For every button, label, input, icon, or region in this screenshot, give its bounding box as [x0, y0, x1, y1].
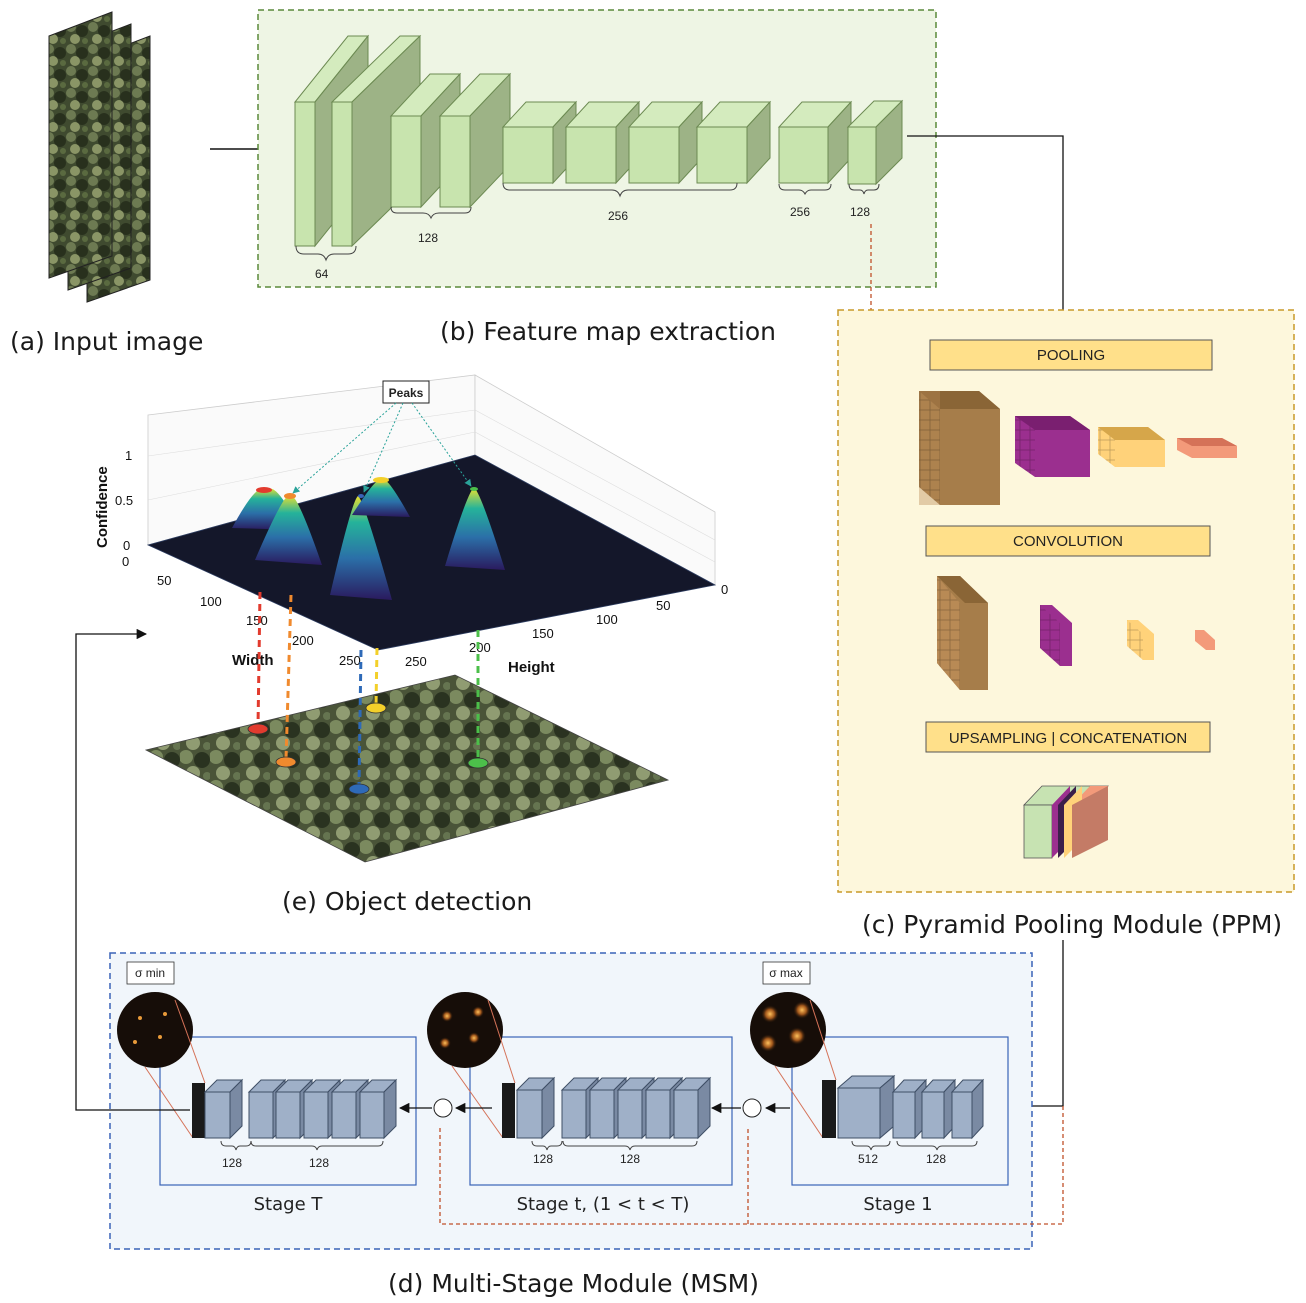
sigma-min-label: σ min	[135, 966, 165, 980]
ppm-concat-volume	[1023, 785, 1109, 859]
ppm-upsampling-bar	[925, 721, 1211, 753]
input-image-stack	[48, 11, 151, 303]
stage-1-dim-b: 128	[926, 1152, 946, 1166]
peak-5	[445, 488, 505, 570]
conv-block-256e	[777, 100, 853, 185]
ppm-convolution-bar	[925, 525, 1211, 557]
detection-plot: Peaks 1 0.5 0 Confidence 0 50 100 150 20…	[94, 374, 728, 676]
stage-t-dim-b: 128	[620, 1152, 640, 1166]
conv-block-256d	[695, 100, 772, 185]
stage-1-label: Stage 1	[863, 1194, 932, 1215]
height-tick-250: 250	[405, 654, 427, 669]
backbone-label-128b: 128	[850, 205, 870, 219]
width-tick-250: 250	[339, 653, 361, 668]
detection-marker-red	[247, 723, 269, 735]
conv-block-128c	[846, 99, 904, 186]
width-axis-label: Width	[232, 652, 274, 669]
backbone-layers	[293, 34, 904, 248]
peak-2	[255, 495, 322, 565]
backbone-label-64: 64	[315, 267, 329, 281]
stage-t: 128 128 Stage t, (1 < t < T)	[427, 992, 733, 1215]
detection-aerial-image	[144, 674, 670, 863]
width-tick-0: 0	[122, 554, 129, 569]
ppm-convolution-cubes	[937, 576, 1215, 690]
height-tick-200: 200	[469, 640, 491, 655]
height-tick-100: 100	[596, 612, 618, 627]
detection-marker-orange	[275, 756, 297, 768]
z-axis-label: Confidence	[94, 466, 111, 548]
heatmap-circle-T	[117, 992, 193, 1068]
arrow-msm-to-detection	[75, 628, 190, 1111]
height-tick-50: 50	[656, 598, 670, 613]
ppm-convolution-label: CONVOLUTION	[1013, 533, 1123, 550]
detection-marker-green	[467, 757, 489, 769]
backbone-label-128: 128	[418, 231, 438, 245]
width-tick-100: 100	[200, 594, 222, 609]
peaks-label: Peaks	[389, 386, 424, 400]
sigma-max-label: σ max	[769, 966, 802, 980]
ppm-pooling-label: POOLING	[1037, 347, 1105, 364]
ppm-pooling-bar	[929, 339, 1213, 371]
ppm-upsampling-label: UPSAMPLING | CONCATENATION	[949, 730, 1187, 747]
stage-1-dim-a: 512	[858, 1152, 878, 1166]
conv-block-256c	[627, 100, 704, 185]
height-axis-label: Height	[508, 659, 555, 676]
merge-node-1	[742, 1098, 762, 1118]
backbone-label-256: 256	[608, 209, 628, 223]
heatmap-circle-t	[427, 992, 503, 1068]
detection-marker-blue	[348, 783, 370, 795]
heatmap-circle-1	[750, 992, 826, 1068]
stage-t-label: Stage t, (1 < t < T)	[517, 1194, 690, 1215]
z-tick-1: 1	[125, 448, 132, 463]
width-tick-150: 150	[246, 613, 268, 628]
stage-T-dim-b: 128	[309, 1156, 329, 1170]
conv-block-128b	[438, 72, 512, 209]
stage-t-dim-a: 128	[533, 1152, 553, 1166]
width-tick-200: 200	[292, 633, 314, 648]
peak-4	[352, 479, 410, 517]
arrow-features-to-ppm	[907, 135, 1069, 322]
caption-object-detection: (e) Object detection	[282, 887, 532, 916]
width-tick-50: 50	[157, 573, 171, 588]
skip-connection-to-stages	[439, 1106, 1064, 1225]
stage-T-label: Stage T	[254, 1194, 324, 1215]
z-tick-05: 0.5	[115, 493, 133, 508]
stage-T: σ min 128 128 Stage T	[117, 961, 417, 1215]
caption-input-image: (a) Input image	[10, 327, 203, 356]
backbone-label-256b: 256	[790, 205, 810, 219]
height-tick-150: 150	[532, 626, 554, 641]
stage-1: σ max 512 128 Stage 1	[750, 961, 1009, 1215]
z-tick-0: 0	[123, 538, 130, 553]
height-tick-0: 0	[721, 582, 728, 597]
caption-feature-extraction: (b) Feature map extraction	[440, 317, 776, 346]
detection-projections	[256, 591, 480, 787]
detection-marker-yellow	[365, 702, 387, 714]
ppm-pooling-cubes	[919, 391, 1237, 505]
stage-T-dim-a: 128	[222, 1156, 242, 1170]
backbone-braces	[295, 182, 880, 262]
peak-3	[330, 496, 392, 600]
merge-node-2	[433, 1098, 453, 1118]
caption-ppm: (c) Pyramid Pooling Module (PPM)	[862, 910, 1282, 939]
caption-msm: (d) Multi-Stage Module (MSM)	[388, 1269, 759, 1298]
